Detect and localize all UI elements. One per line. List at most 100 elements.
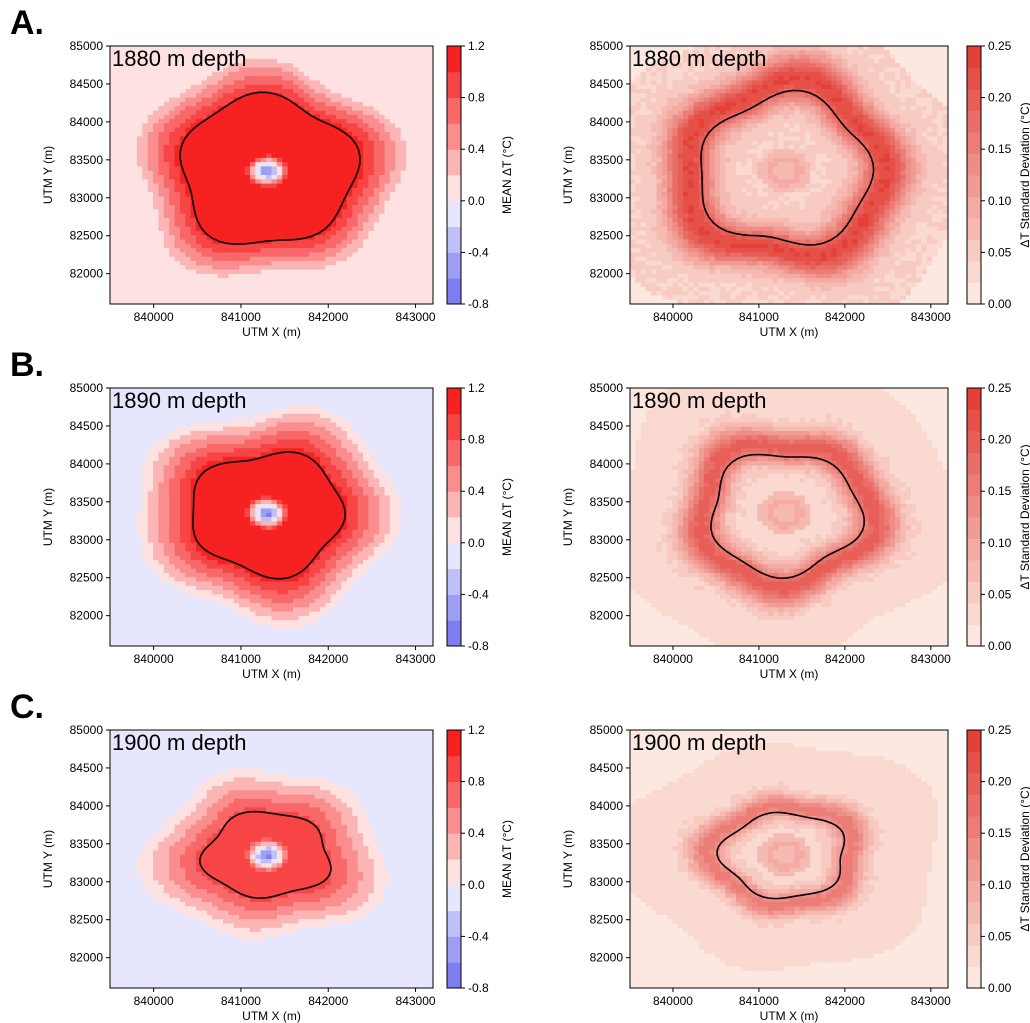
axes-frame	[109, 45, 434, 305]
y-tick-label: 82500	[590, 229, 624, 243]
x-tick-label: 843000	[911, 652, 951, 666]
colorbar-tick-label: 0.20	[988, 433, 1012, 447]
y-tick-label: 82500	[70, 913, 104, 927]
y-axis-label: UTM Y (m)	[41, 146, 55, 204]
y-tick-label: 84500	[70, 761, 104, 775]
x-tick-label: 841000	[221, 652, 261, 666]
panel-mean-1890: 1890 m depth 840000 841000 842000 843000 8200…	[41, 381, 514, 681]
colorbar-tick-label: 0.0	[468, 194, 485, 208]
colorbar-tick-label: 0.8	[468, 91, 485, 105]
colorbar-tick-label: 0.10	[988, 878, 1012, 892]
x-tick-label: 840000	[653, 652, 693, 666]
colorbar-segment	[447, 465, 461, 492]
colorbar: -0.8 -0.4 0.0 0.4 0.8 1.2 MEAN ΔT (°C)	[446, 723, 514, 995]
colorbar-frame	[446, 45, 462, 305]
depth-annotation: 1880 m depth	[112, 46, 247, 71]
y-tick-label: 84000	[70, 115, 104, 129]
colorbar-tick-label: 0.15	[988, 826, 1012, 840]
colorbar: -0.8 -0.4 0.0 0.4 0.8 1.2 MEAN ΔT (°C)	[446, 39, 514, 311]
x-tick-label: 842000	[308, 652, 348, 666]
colorbar-tick-label: 0.05	[988, 245, 1012, 259]
y-axis-label: UTM Y (m)	[561, 146, 575, 204]
depth-annotation: 1890 m depth	[112, 388, 247, 413]
contour-outline	[716, 811, 846, 900]
colorbar-segment	[447, 620, 461, 647]
x-tick-label: 843000	[396, 994, 436, 1008]
colorbar-tick-label: 0.10	[988, 194, 1012, 208]
y-tick-label: 83500	[70, 153, 104, 167]
y-tick-label: 85000	[70, 39, 104, 53]
y-tick-label: 82500	[70, 571, 104, 585]
y-tick-label: 84500	[590, 761, 624, 775]
y-tick-label: 84000	[70, 799, 104, 813]
colorbar-tick-label: 1.2	[468, 381, 485, 395]
colorbar-tick-label: 0.15	[988, 142, 1012, 156]
y-tick-label: 83000	[70, 875, 104, 889]
colorbar-label: ΔT Standard Deviation (°C)	[1018, 102, 1030, 247]
colorbar-segment	[447, 97, 461, 124]
colorbar-tick-label: 0.4	[468, 142, 485, 156]
x-tick-label: 843000	[396, 310, 436, 324]
contour-outline	[179, 91, 361, 246]
colorbar-segment	[967, 945, 981, 967]
colorbar-tick-label: 0.20	[988, 91, 1012, 105]
colorbar-segment	[967, 902, 981, 924]
colorbar: -0.8 -0.4 0.0 0.4 0.8 1.2 MEAN ΔT (°C)	[446, 381, 514, 653]
y-tick-label: 83500	[70, 495, 104, 509]
y-tick-label: 82500	[70, 229, 104, 243]
y-tick-label: 83500	[590, 837, 624, 851]
colorbar-segment	[967, 773, 981, 795]
y-tick-label: 82000	[590, 267, 624, 281]
colorbar-label: MEAN ΔT (°C)	[500, 478, 514, 556]
y-tick-label: 85000	[590, 39, 624, 53]
colorbar-segment	[967, 880, 981, 903]
colorbar-segment	[967, 603, 981, 625]
x-tick-label: 840000	[134, 652, 174, 666]
colorbar-tick-label: 0.00	[988, 981, 1012, 995]
colorbar-tick-label: 0.8	[468, 433, 485, 447]
y-tick-label: 84500	[590, 419, 624, 433]
colorbar-segment	[447, 936, 461, 963]
axes-frame	[629, 729, 949, 989]
colorbar-frame	[446, 729, 462, 989]
x-tick-label: 843000	[911, 310, 951, 324]
colorbar-tick-label: 0.8	[468, 775, 485, 789]
y-tick-label: 83000	[590, 875, 624, 889]
y-tick-label: 82000	[590, 951, 624, 965]
colorbar-segment	[447, 755, 461, 783]
y-tick-label: 83000	[590, 533, 624, 547]
panel-mean-1880: 1880 m depth 840000 841000 842000 843000 8200…	[41, 39, 514, 339]
heatmap-field	[630, 46, 948, 304]
colorbar-segment	[967, 261, 981, 283]
heatmap-field	[630, 388, 948, 646]
colorbar-segment	[447, 439, 461, 466]
y-tick-label: 84500	[70, 77, 104, 91]
contour-outline	[710, 453, 866, 580]
y-tick-label: 82000	[70, 609, 104, 623]
colorbar-segment	[447, 833, 461, 860]
colorbar-segment	[447, 200, 461, 228]
colorbar-segment	[967, 431, 981, 453]
colorbar-segment	[967, 282, 981, 305]
y-tick-label: 83500	[590, 153, 624, 167]
x-tick-label: 841000	[739, 652, 779, 666]
contour-outline	[199, 810, 332, 900]
axes-frame	[109, 729, 434, 989]
x-tick-label: 840000	[653, 310, 693, 324]
colorbar-tick-label: 0.4	[468, 484, 485, 498]
colorbar-segment	[967, 474, 981, 496]
colorbar-segment	[967, 196, 981, 219]
colorbar-segment	[967, 153, 981, 176]
y-tick-label: 82000	[70, 951, 104, 965]
colorbar-tick-label: 0.10	[988, 536, 1012, 550]
y-tick-label: 82500	[590, 571, 624, 585]
x-tick-label: 840000	[134, 994, 174, 1008]
colorbar-tick-label: 0.05	[988, 587, 1012, 601]
y-tick-label: 85000	[70, 723, 104, 737]
colorbar-tick-label: 0.25	[988, 39, 1012, 53]
colorbar-segment	[967, 110, 981, 133]
colorbar-label: ΔT Standard Deviation (°C)	[1018, 444, 1030, 589]
x-axis-label: UTM X (m)	[242, 1009, 301, 1023]
x-tick-label: 843000	[911, 994, 951, 1008]
colorbar-segment	[967, 560, 981, 582]
